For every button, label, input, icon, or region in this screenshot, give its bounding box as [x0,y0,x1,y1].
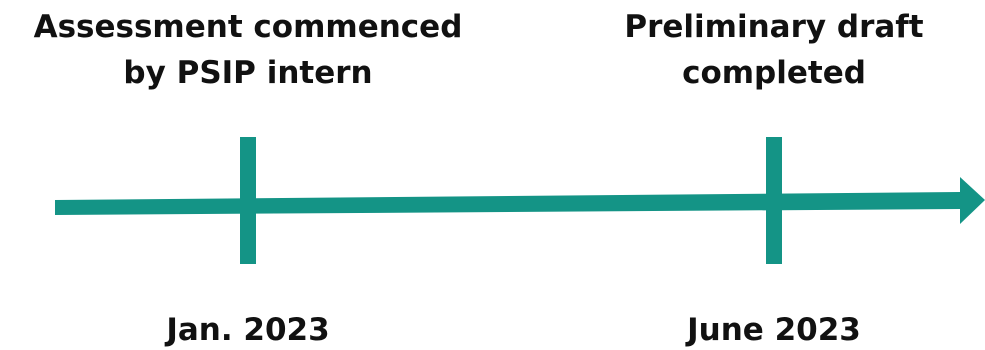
timeline-arrowhead [960,177,985,224]
event-date-jan-2023: Jan. 2023 [166,312,330,348]
timeline-axis-line [55,192,960,215]
event-title-preliminary-draft: Preliminary draft completed [514,4,985,96]
event-title-line: by PSIP intern [123,55,373,91]
event-title-assessment-commenced: Assessment commenced by PSIP intern [0,4,508,96]
event-title-line: Assessment commenced [33,9,463,45]
event-date-june-2023: June 2023 [687,312,861,348]
event-title-line: Preliminary draft [624,9,924,45]
timeline-tick-june-2023 [766,137,782,264]
timeline-tick-jan-2023 [240,137,256,264]
event-title-line: completed [682,55,866,91]
